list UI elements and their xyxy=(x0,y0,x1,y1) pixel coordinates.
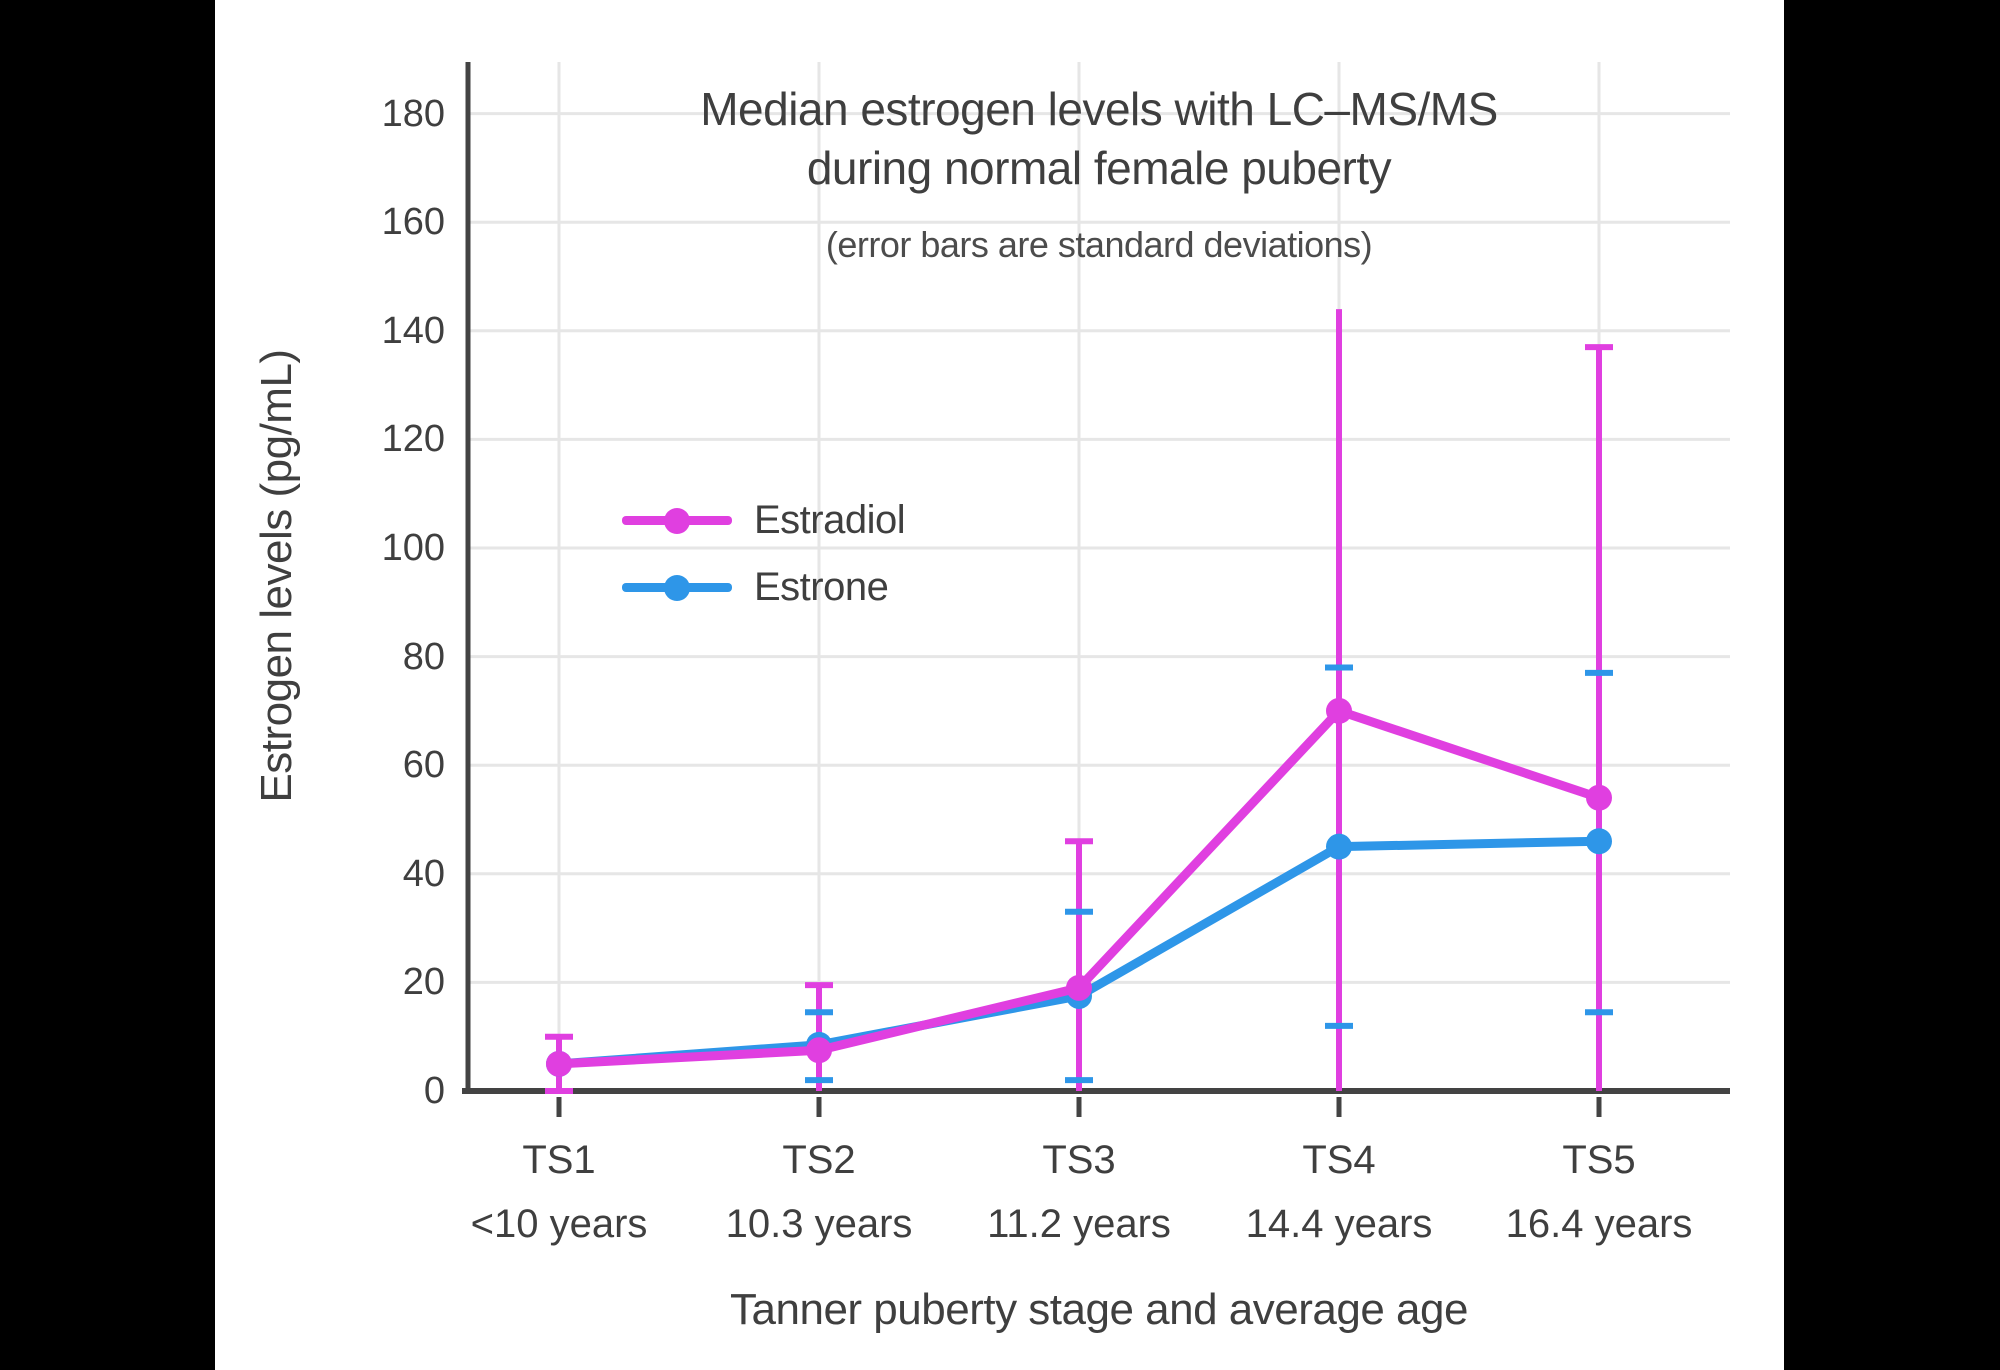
data-point-estradiol xyxy=(1066,974,1092,1001)
y-tick-label: 0 xyxy=(423,1070,445,1112)
x-tick-stage-label: TS3 xyxy=(1042,1138,1116,1182)
x-tick-age-label: 14.4 years xyxy=(1245,1202,1433,1246)
estrone-marker-icon xyxy=(664,574,690,601)
chart-title-line-2: during normal female puberty xyxy=(806,142,1392,194)
y-tick-label: 60 xyxy=(402,744,445,787)
legend-label-estrone: Estrone xyxy=(754,565,889,609)
x-tick-stage-label: TS4 xyxy=(1302,1138,1376,1182)
chart-title: Median estrogen levels with LC–MS/MS dur… xyxy=(468,80,1730,198)
y-tick-label: 140 xyxy=(381,309,445,352)
legend-label-estradiol: Estradiol xyxy=(754,498,906,542)
x-tick-age-label: <10 years xyxy=(470,1202,648,1246)
chart-panel xyxy=(215,0,1784,1370)
estradiol-marker-icon xyxy=(664,507,690,534)
y-tick-label: 20 xyxy=(402,961,445,1004)
x-tick-stage-label: TS5 xyxy=(1562,1138,1636,1182)
estradiol-line-swatch xyxy=(622,506,732,536)
y-tick-label: 100 xyxy=(381,527,445,569)
y-tick-label: 180 xyxy=(381,92,445,135)
data-point-estrone xyxy=(1326,833,1352,860)
x-axis-title: Tanner puberty stage and average age xyxy=(730,1285,1468,1334)
x-tick-age-label: 11.2 years xyxy=(987,1202,1171,1246)
data-point-estrone xyxy=(1586,828,1612,855)
x-tick-age-label: 10.3 years xyxy=(725,1202,913,1246)
data-point-estradiol xyxy=(546,1050,572,1077)
x-tick-age-label: 16.4 years xyxy=(1505,1202,1693,1246)
data-point-estradiol xyxy=(1586,784,1612,811)
y-tick-label: 80 xyxy=(402,635,445,678)
chart-title-line-1: Median estrogen levels with LC–MS/MS xyxy=(700,83,1498,135)
legend-item-estrone: Estrone xyxy=(622,554,905,621)
chart-subtitle: (error bars are standard deviations) xyxy=(825,224,1373,265)
legend-item-estradiol: Estradiol xyxy=(622,487,906,554)
estrone-line-swatch xyxy=(622,573,732,603)
data-point-estradiol xyxy=(806,1037,832,1064)
data-point-estradiol xyxy=(1326,697,1352,724)
y-tick-label: 40 xyxy=(402,852,445,895)
y-tick-label: 160 xyxy=(381,201,445,244)
x-tick-stage-label: TS2 xyxy=(782,1138,856,1182)
x-tick-stage-label: TS1 xyxy=(522,1138,596,1182)
legend: Estradiol Estrone xyxy=(622,487,906,621)
y-tick-label: 120 xyxy=(381,418,445,461)
